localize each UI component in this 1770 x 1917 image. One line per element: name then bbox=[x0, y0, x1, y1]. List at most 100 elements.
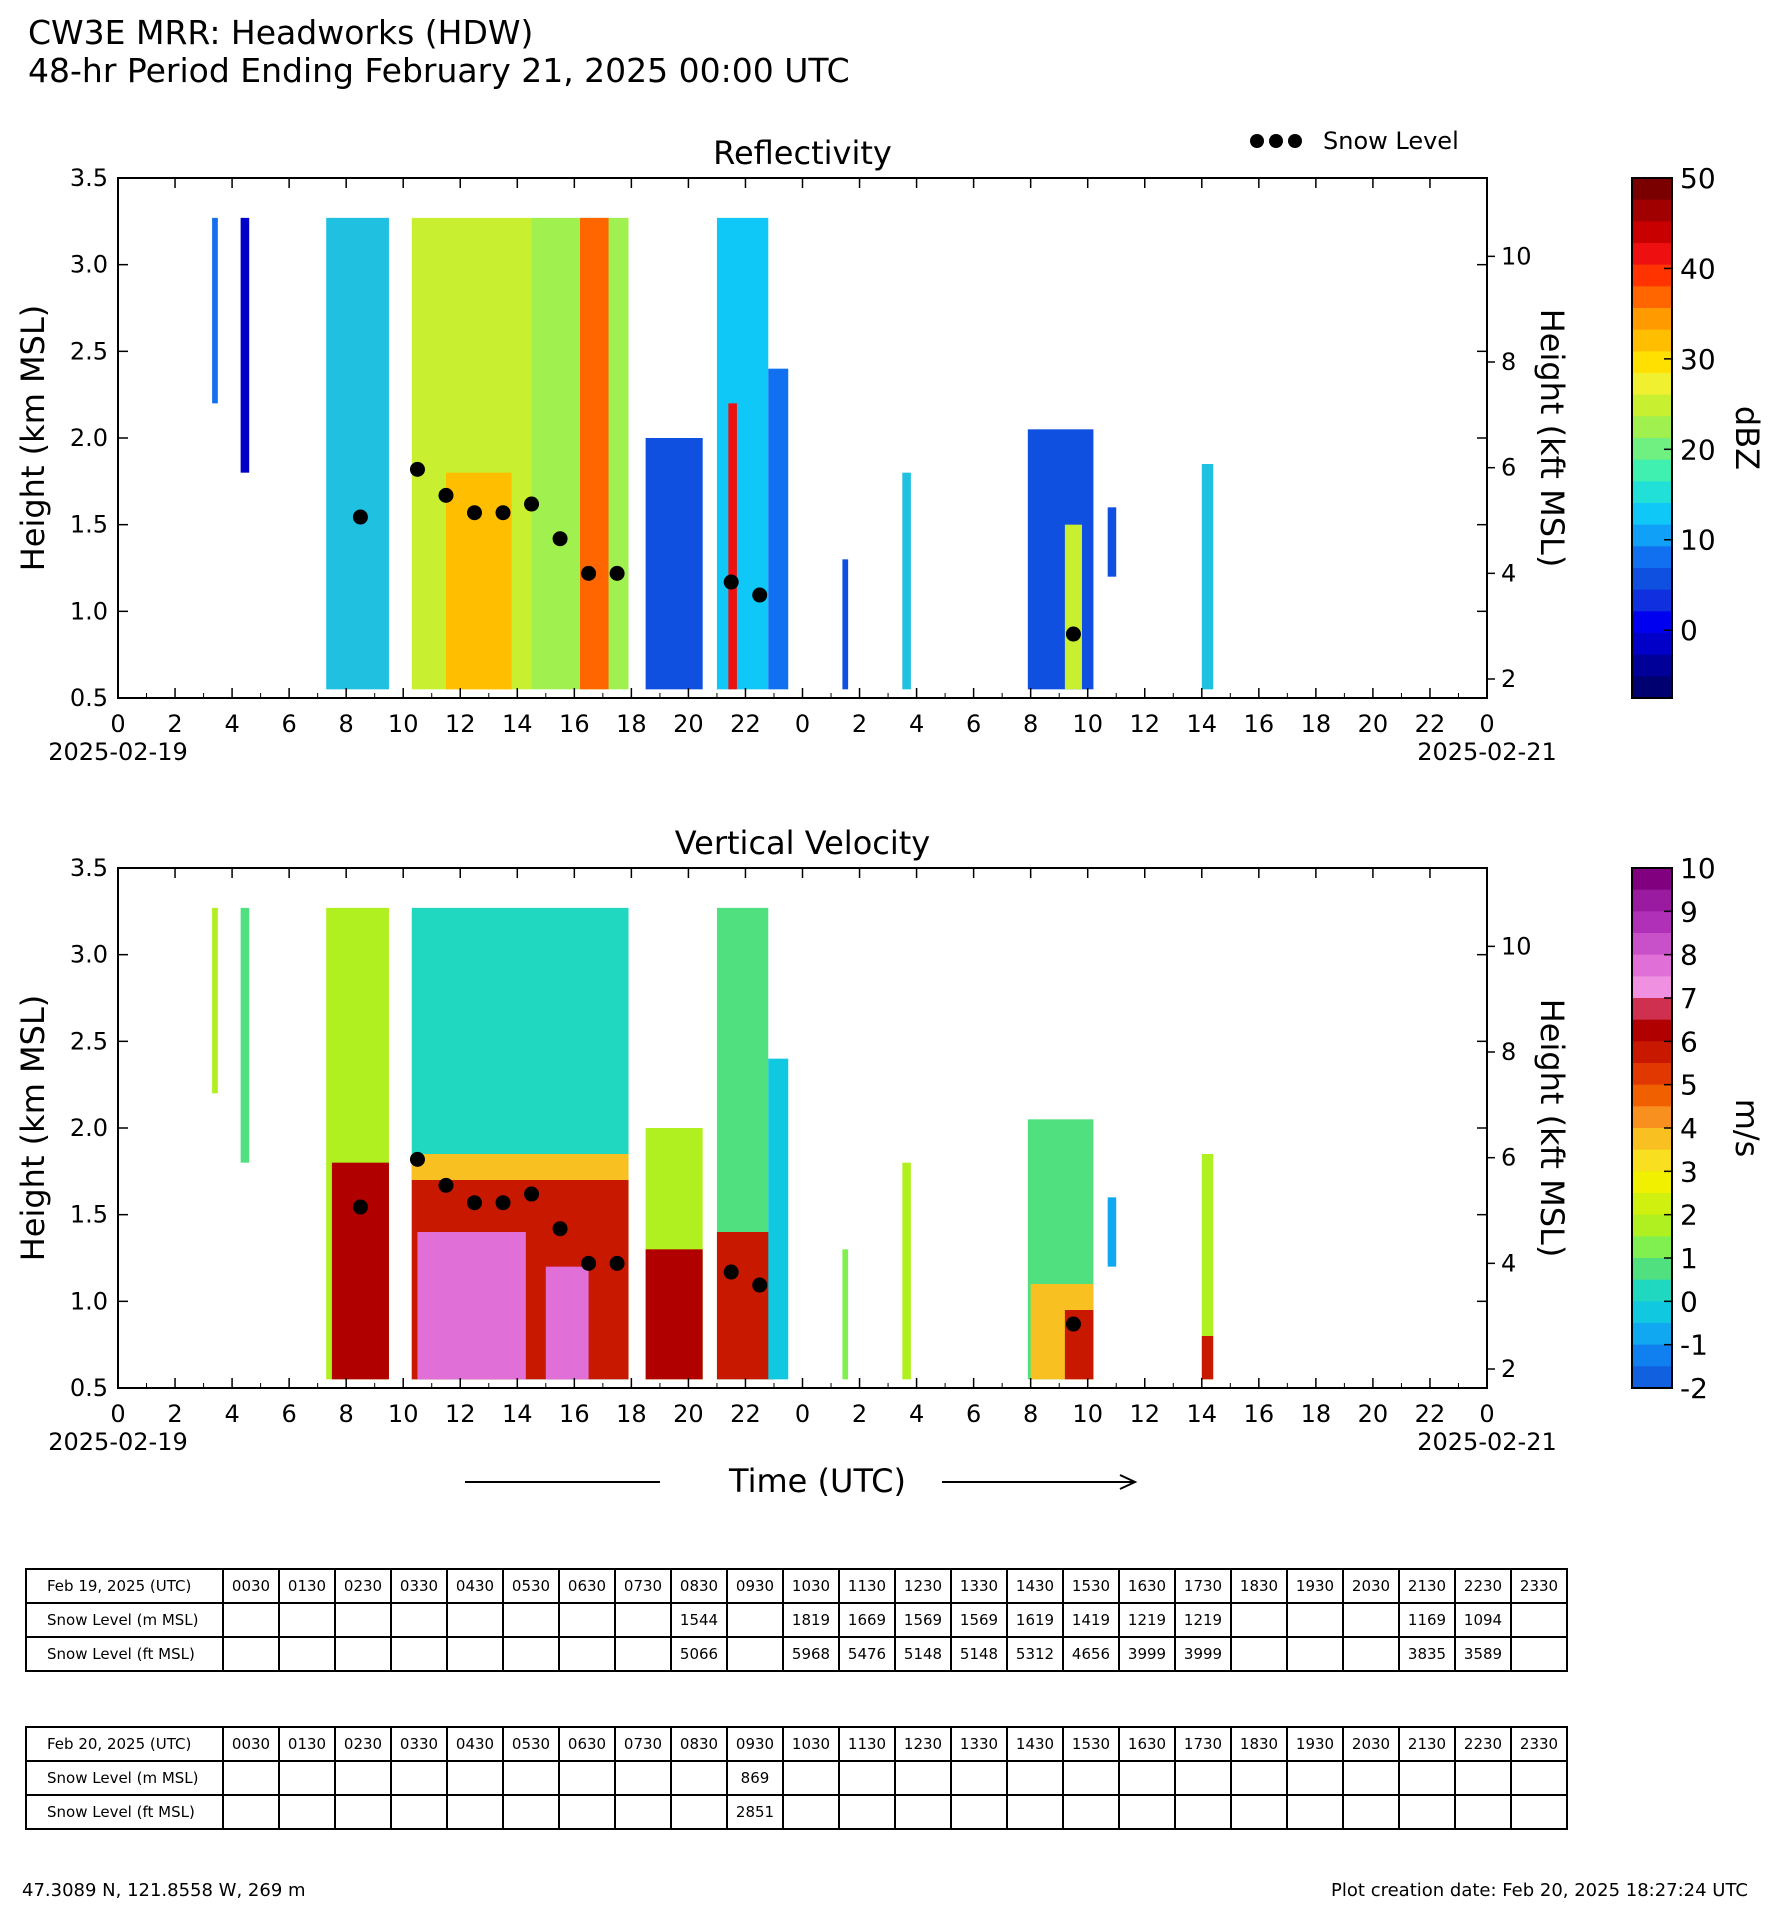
right-tick-label: 10 bbox=[1501, 242, 1532, 270]
snow-level-ft-row: Snow Level (ft MSL) 5066 5968 5476 5148 5148 5… bbox=[25, 1636, 1568, 1672]
table-cell bbox=[446, 1794, 504, 1830]
table-cell: 1730 bbox=[1174, 1568, 1232, 1604]
colorbar-swatch bbox=[1632, 1279, 1672, 1302]
legend-marker bbox=[1269, 134, 1283, 148]
table-cell: 0030 bbox=[222, 1568, 280, 1604]
table-cell bbox=[1286, 1602, 1344, 1638]
table-cell bbox=[222, 1794, 280, 1830]
table-cell bbox=[1230, 1636, 1288, 1672]
colorbar-tick-label: 2 bbox=[1680, 1199, 1698, 1232]
x-tick-label: 18 bbox=[1301, 1400, 1332, 1428]
table-cell bbox=[390, 1636, 448, 1672]
x-tick-label: 8 bbox=[1023, 1400, 1038, 1428]
table-cell: 1830 bbox=[1230, 1568, 1288, 1604]
snow-level-point bbox=[495, 1195, 511, 1211]
x-tick-label: 18 bbox=[1301, 710, 1332, 738]
y-tick-label: 1.0 bbox=[70, 1287, 108, 1315]
table-cell bbox=[782, 1760, 840, 1796]
echo-segment bbox=[842, 1249, 849, 1380]
snow-level-point bbox=[495, 505, 511, 521]
table-cell bbox=[558, 1636, 616, 1672]
table-cell bbox=[558, 1760, 616, 1796]
table-cell bbox=[1510, 1794, 1568, 1830]
colorbar-tick-label: 30 bbox=[1680, 343, 1716, 376]
table-cell: 1669 bbox=[838, 1602, 896, 1638]
table-cell: 1230 bbox=[894, 1726, 952, 1762]
colorbar-swatch bbox=[1632, 329, 1672, 352]
x-tick-label: 12 bbox=[445, 1400, 476, 1428]
x-tick-label: 0 bbox=[795, 710, 810, 738]
x-tick-label: 12 bbox=[1129, 1400, 1160, 1428]
y-tick-label: 3.0 bbox=[70, 251, 108, 279]
x-tick-label: 6 bbox=[281, 1400, 296, 1428]
table-cell: 0530 bbox=[502, 1568, 560, 1604]
table-cell bbox=[502, 1602, 560, 1638]
colorbar-tick-label: 1 bbox=[1680, 1242, 1698, 1275]
colorbar-swatch bbox=[1632, 889, 1672, 912]
x-tick-label: 20 bbox=[673, 710, 704, 738]
colorbar-tick-label: 10 bbox=[1680, 524, 1716, 557]
y-tick-label: 0.5 bbox=[70, 1374, 108, 1402]
x-axis-label: Time (UTC) bbox=[728, 1462, 906, 1500]
table-cell: 5148 bbox=[894, 1636, 952, 1672]
x-tick-label: 8 bbox=[339, 1400, 354, 1428]
colorbar-swatch bbox=[1632, 394, 1672, 417]
table-cell: 0430 bbox=[446, 1568, 504, 1604]
echo-segment bbox=[842, 559, 849, 690]
colorbar-swatch bbox=[1632, 1106, 1672, 1129]
time-arrow-head bbox=[1119, 1474, 1138, 1490]
x-tick-label: 6 bbox=[966, 710, 981, 738]
table-cell bbox=[222, 1636, 280, 1672]
table-cell: 1094 bbox=[1454, 1602, 1512, 1638]
table-cell bbox=[614, 1794, 672, 1830]
colorbar-swatch bbox=[1632, 221, 1672, 244]
echo-segment bbox=[1064, 524, 1083, 690]
table-cell bbox=[558, 1794, 616, 1830]
table-cell: 1330 bbox=[950, 1568, 1008, 1604]
x-tick-label: 16 bbox=[559, 1400, 590, 1428]
echo-segment bbox=[728, 403, 737, 690]
right-tick-label: 6 bbox=[1501, 1144, 1516, 1172]
time-header-row: Feb 20, 2025 (UTC) 0030 0130 0230 0330 0430 05… bbox=[25, 1726, 1568, 1762]
table-cell bbox=[334, 1636, 392, 1672]
table-cell: 1619 bbox=[1006, 1602, 1064, 1638]
y-axis-label: Height (km MSL) bbox=[14, 995, 52, 1262]
x-tick-label: 12 bbox=[445, 710, 476, 738]
table-cell bbox=[1342, 1636, 1400, 1672]
end-date-label: 2025-02-21 bbox=[1417, 738, 1556, 766]
colorbar-tick-label: -2 bbox=[1680, 1372, 1708, 1405]
table-cell: 1830 bbox=[1230, 1726, 1288, 1762]
snow-level-point bbox=[409, 461, 425, 477]
table-cell: 0230 bbox=[334, 1568, 392, 1604]
table-cell: 1219 bbox=[1174, 1602, 1232, 1638]
panel-title: Reflectivity bbox=[713, 134, 892, 172]
table-cell bbox=[334, 1794, 392, 1830]
table-cell bbox=[1118, 1794, 1176, 1830]
row-label: Snow Level (m MSL) bbox=[25, 1760, 224, 1796]
table-cell bbox=[278, 1794, 336, 1830]
table-cell bbox=[1062, 1760, 1120, 1796]
snow-level-ft-row: Snow Level (ft MSL) 2851 bbox=[25, 1794, 1568, 1830]
table-cell bbox=[1174, 1794, 1232, 1830]
table-cell: 5066 bbox=[670, 1636, 728, 1672]
table-cell bbox=[726, 1602, 784, 1638]
echo-segment bbox=[645, 1249, 703, 1380]
colorbar-tick-label: 20 bbox=[1680, 433, 1716, 466]
colorbar-tick-label: 9 bbox=[1680, 895, 1698, 928]
colorbar-swatch bbox=[1632, 178, 1672, 201]
table-cell: 3835 bbox=[1398, 1636, 1456, 1672]
legend-label: Snow Level bbox=[1323, 127, 1459, 155]
table-cell bbox=[1230, 1602, 1288, 1638]
colorbar-tick-label: 5 bbox=[1680, 1069, 1698, 1102]
table-cell bbox=[894, 1760, 952, 1796]
colorbar-swatch bbox=[1632, 416, 1672, 439]
echo-segment bbox=[1201, 1336, 1214, 1380]
table-cell bbox=[1286, 1760, 1344, 1796]
colorbar-tick-label: 8 bbox=[1680, 939, 1698, 972]
table-cell bbox=[1510, 1602, 1568, 1638]
colorbar-swatch bbox=[1632, 933, 1672, 956]
table-cell bbox=[1510, 1760, 1568, 1796]
right-tick-label: 8 bbox=[1501, 348, 1516, 376]
table-cell bbox=[1006, 1760, 1064, 1796]
echo-segment bbox=[545, 1266, 589, 1380]
